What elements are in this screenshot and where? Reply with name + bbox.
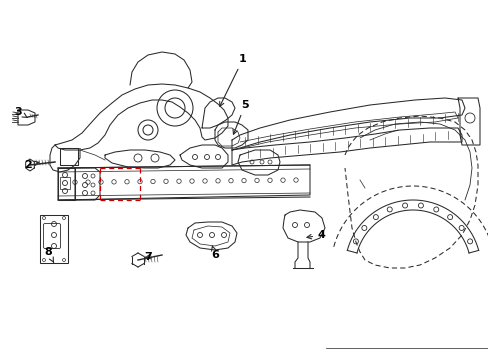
Circle shape xyxy=(386,207,391,212)
Text: 7: 7 xyxy=(144,252,152,262)
Circle shape xyxy=(361,225,366,230)
Bar xyxy=(40,215,68,263)
Circle shape xyxy=(373,215,378,220)
Text: 8: 8 xyxy=(44,247,54,262)
Circle shape xyxy=(467,239,471,244)
Circle shape xyxy=(433,207,438,212)
Text: 4: 4 xyxy=(306,230,325,240)
Bar xyxy=(60,177,70,189)
Text: 2: 2 xyxy=(24,160,39,170)
Circle shape xyxy=(418,203,423,208)
Text: 5: 5 xyxy=(233,100,248,134)
Circle shape xyxy=(353,239,358,244)
Circle shape xyxy=(402,203,407,208)
Circle shape xyxy=(447,215,452,220)
Text: 1: 1 xyxy=(219,54,246,107)
Text: 3: 3 xyxy=(14,107,27,117)
Text: 6: 6 xyxy=(211,246,219,260)
Circle shape xyxy=(458,225,463,230)
